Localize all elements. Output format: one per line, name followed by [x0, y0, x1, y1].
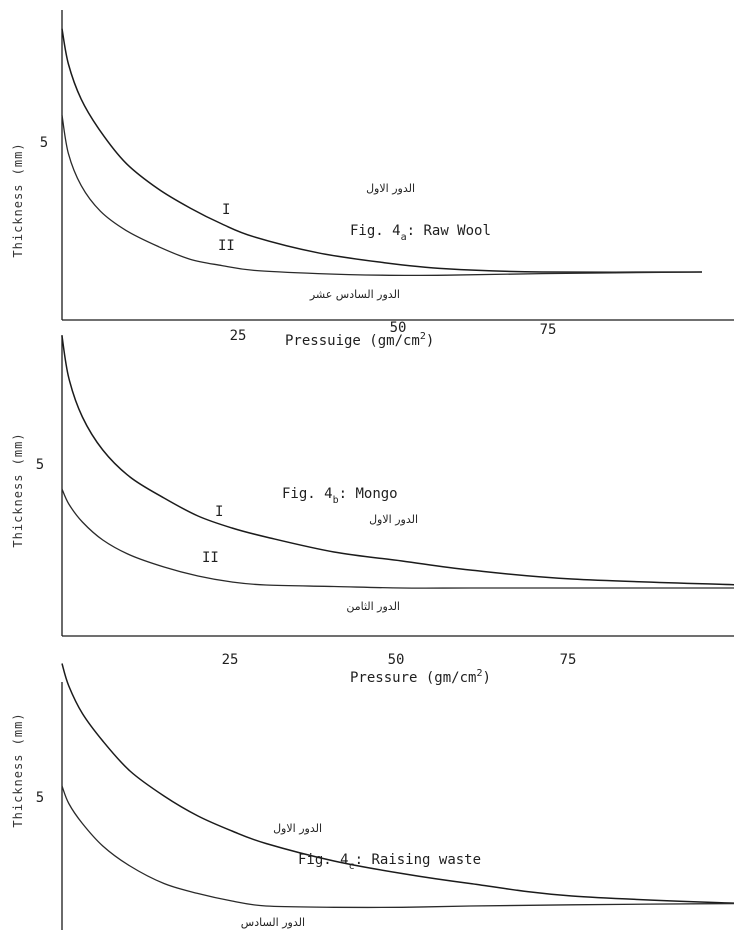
panel-c-y-axis-label: Thickness (mm) [11, 712, 25, 827]
panel-a-caption: Fig. 4a: Raw Wool [350, 223, 491, 243]
panel-a-y-axis-label: Thickness (mm) [11, 142, 25, 257]
panel-a-y-tick-5: 5 [40, 135, 48, 151]
panel-a-x-tick-75: 75 [540, 322, 557, 338]
panel-a-curve-i-arabic-label: الدور الاول [366, 182, 415, 195]
panel-a-series-i-line [61, 28, 703, 273]
panel-c-curve-ii-arabic-label: الدور السادس [241, 916, 305, 929]
panel-b-x-tick-50: 50 [388, 652, 405, 668]
panel-a-curve-ii-label: II [218, 238, 235, 254]
panel-b-y-tick-5: 5 [36, 457, 44, 473]
panel-c-series-i-line [61, 663, 734, 904]
panel-a-curve-i-label: I [222, 202, 230, 218]
panel-b-series-i-line [61, 335, 734, 586]
panel-b-x-tick-75: 75 [560, 652, 577, 668]
panel-b-curve-i-arabic-label: الدور الاول [369, 513, 418, 526]
panel-c-series-ii-line [61, 785, 734, 909]
panel-b-caption: Fig. 4b: Mongo [282, 486, 398, 506]
panel-b-curve-i-label: I [215, 504, 223, 520]
panel-b-x-tick-25: 25 [222, 652, 239, 668]
panel-c-curve-i-arabic-label: الدور الاول [273, 822, 322, 835]
panel-c-y-tick-5: 5 [36, 790, 44, 806]
panel-b-curve-ii-arabic-label: الدور الثامن [346, 600, 400, 613]
panel-a: Thickness (mm) 5 25 50 75 Pressuige (gm/… [11, 10, 734, 349]
panel-c-caption: Fig. 4c: Raising waste [298, 852, 481, 872]
panel-c: Thickness (mm) 5 Fig. 4c: Raising waste … [11, 663, 734, 930]
panel-b-x-axis-label: Pressure (gm/cm2) [350, 668, 491, 686]
panel-a-x-tick-25: 25 [230, 328, 247, 344]
panel-b-curve-ii-label: II [202, 550, 219, 566]
panel-b-series-ii-line [61, 488, 734, 589]
panel-a-curve-ii-arabic-label: الدور السادس عشر [309, 288, 400, 301]
panel-a-x-tick-50: 50 [390, 320, 407, 336]
panel-a-x-axis-label: Pressuige (gm/cm2) [285, 331, 434, 349]
panel-b: Thickness (mm) 5 25 50 75 Pressure (gm/c… [11, 335, 734, 686]
panel-a-series-ii-line [61, 115, 703, 277]
panel-b-y-axis-label: Thickness (mm) [11, 432, 25, 547]
